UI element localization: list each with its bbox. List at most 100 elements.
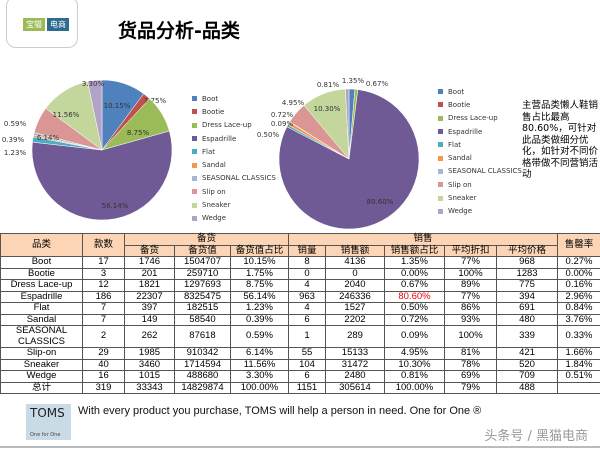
table-cell: 14829874	[174, 381, 231, 394]
table-cell: Sneaker	[0, 358, 83, 371]
table-cell: 3460	[124, 358, 175, 371]
table-cell: 289	[325, 325, 385, 348]
table-cell: 78%	[444, 358, 497, 371]
legend-label: Flat	[202, 147, 216, 156]
legend-item: Wedge	[438, 205, 522, 218]
legend-item: Slip on	[192, 185, 276, 198]
table-cell: 0.72%	[384, 313, 445, 326]
legend-label: Dress Lace-up	[202, 121, 252, 130]
table-cell: 775	[495, 279, 559, 292]
table-cell: 6	[288, 313, 326, 326]
tagline: With every product you purchase, TOMS wi…	[78, 405, 482, 417]
table-cell: 15133	[325, 347, 385, 360]
table-cell: 0	[325, 267, 385, 280]
table-cell: 93%	[444, 313, 497, 326]
table-cell: 3.30%	[230, 370, 289, 383]
legend-swatch	[438, 168, 443, 174]
table-cell: 520	[495, 358, 559, 371]
legend-item: Flat	[192, 145, 276, 158]
legend-label: Sandal	[202, 161, 226, 170]
legend-swatch	[438, 129, 443, 135]
bottom-divider	[0, 446, 600, 448]
legend-label: Wedge	[448, 207, 473, 216]
pie-slice-wedge	[345, 88, 350, 160]
pie-data-label: 3.30%	[82, 80, 105, 88]
watermark: 头条号 / 黑猫电商	[484, 429, 588, 444]
legend-stock: Boot Bootie Dress Lace-up Espadrille Flat San…	[192, 92, 276, 225]
table-cell: 201	[124, 267, 175, 280]
table-cell: 262	[124, 325, 175, 348]
table-cell: 104	[288, 358, 326, 371]
legend-item: Boot	[192, 92, 276, 105]
pie-data-label: 1.75%	[144, 97, 167, 105]
legend-item: SEASONAL CLASSICS	[192, 172, 276, 185]
table-cell: 1714594	[174, 358, 231, 371]
legend-swatch	[192, 175, 197, 181]
table-cell: SEASONAL CLASSICS	[0, 325, 83, 348]
table-cell: 2202	[325, 313, 385, 326]
table-cell: 1283	[495, 267, 559, 280]
legend-item: Wedge	[192, 212, 276, 225]
table-row: 总计 319 33343 14829874 100.00% 1151 305614 100.0…	[0, 381, 600, 394]
legend-item: Dress Lace-up	[192, 119, 276, 132]
legend-swatch	[438, 115, 443, 121]
table-cell: 81%	[444, 347, 497, 360]
table-cell: 149	[124, 313, 175, 326]
logo-mark-blue: 电商	[47, 18, 69, 31]
table-cell: 1.66%	[557, 347, 600, 360]
table-cell: 4.95%	[384, 347, 445, 360]
table-cell: 488	[495, 381, 559, 394]
table-cell: 16	[82, 370, 125, 383]
table-cell: 182515	[174, 302, 231, 315]
table-cell: 89%	[444, 279, 497, 292]
legend-label: Wedge	[202, 214, 227, 223]
table-cell: 0	[288, 267, 326, 280]
legend-swatch	[192, 122, 197, 128]
table-row: Flat 7 397 182515 1.23% 4 1527 0.50% 86% 691 0.84%	[0, 302, 600, 315]
table-cell: 6.14%	[230, 347, 289, 360]
pie-data-label: 0.81%	[317, 81, 340, 89]
table-cell: 1821	[124, 279, 175, 292]
col-sellthrough: 售罄率	[557, 233, 600, 257]
table-cell: 55	[288, 347, 326, 360]
table-cell: 1.35%	[384, 256, 445, 269]
legend-item: Bootie	[438, 98, 522, 111]
legend-swatch	[192, 149, 197, 155]
table-row: Bootie 3 201 259710 1.75% 0 0 0.00% 100% 1283 0.00…	[0, 267, 600, 280]
table-cell: 0.33%	[557, 325, 600, 348]
table-cell: 709	[495, 370, 559, 383]
table-cell: 1297693	[174, 279, 231, 292]
table-cell: Boot	[0, 256, 83, 269]
pie-data-label: 0.39%	[2, 136, 25, 144]
legend-swatch	[438, 208, 443, 214]
col-sub-header: 平均折扣	[444, 244, 497, 257]
col-sub-header: 销售额占比	[384, 244, 445, 257]
col-sub-header: 备货值	[174, 244, 231, 257]
table-cell: 1.23%	[230, 302, 289, 315]
table-cell: 31472	[325, 358, 385, 371]
col-sub-header: 平均价格	[495, 244, 559, 257]
table-cell: Flat	[0, 302, 83, 315]
table-cell: 1151	[288, 381, 326, 394]
table-cell: 79%	[444, 381, 497, 394]
table-cell: Bootie	[0, 267, 83, 280]
table-cell: 33343	[124, 381, 175, 394]
legend-label: Sneaker	[448, 194, 477, 203]
table-cell: 7	[82, 302, 125, 315]
logo: 宝猫 电商	[6, 0, 78, 48]
legend-item: Bootie	[192, 105, 276, 118]
legend-item: Slip on	[438, 178, 522, 191]
table-row: Sandal 7 149 58540 0.39% 6 2202 0.72% 93% 480 3.76…	[0, 313, 600, 326]
legend-label: Sandal	[448, 154, 472, 163]
legend-swatch	[192, 202, 197, 208]
table-cell: 1504707	[174, 256, 231, 269]
pie-data-label: 0.50%	[257, 131, 280, 139]
category-table: 品类 款数 备货 销售 售罄率 备货 备货值 备货值占比 销量 销售额 销售额占比 平均折扣 平均价格 …	[0, 233, 600, 394]
table-cell: 1985	[124, 347, 175, 360]
table-cell: 0.27%	[557, 256, 600, 269]
table-cell: 100.00%	[230, 381, 289, 394]
table-cell: 1746	[124, 256, 175, 269]
table-cell: 4	[288, 279, 326, 292]
table-cell: 963	[288, 290, 326, 303]
table-cell: 4	[288, 302, 326, 315]
